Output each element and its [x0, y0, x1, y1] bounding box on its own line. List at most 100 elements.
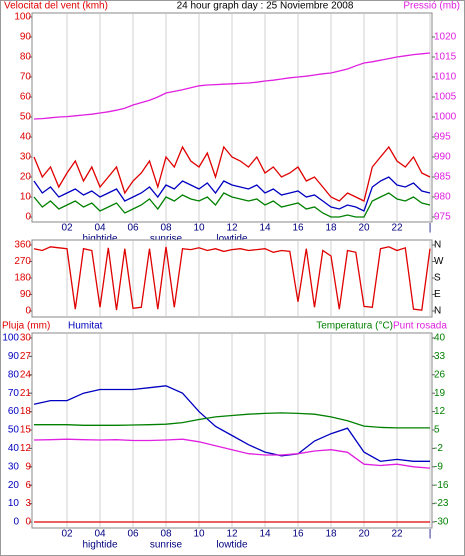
y2-axis-label: Pressió (mb): [403, 1, 460, 12]
x-tick-label: 12: [226, 529, 238, 540]
y-tick-label: 90: [8, 351, 20, 362]
y3-tick-label: 30: [20, 333, 32, 344]
x-tick-label: 10: [193, 529, 205, 540]
annotation: lowtide: [216, 540, 248, 551]
chart-title: 24 hour graph day : 25 Noviembre 2008: [177, 1, 354, 12]
y2-tick-label: -30: [434, 517, 449, 528]
x-tick-label: |: [429, 223, 432, 234]
series-line: [33, 438, 431, 469]
y-tick-label: 360: [14, 240, 31, 251]
x-tick-label: 16: [292, 529, 304, 540]
y3-tick-label: 9: [25, 461, 31, 472]
y2-tick-label: -16: [434, 480, 449, 491]
x-tick-label: 02: [61, 223, 73, 234]
y-tick-label: 100: [2, 333, 19, 344]
y-tick-label: 270: [14, 256, 31, 267]
x-tick-label: 14: [259, 529, 271, 540]
y-tick-label: 30: [8, 461, 20, 472]
y2-tick-label: 1010: [434, 72, 457, 83]
y3-tick-label: 24: [20, 369, 32, 380]
y3-tick-label: 3: [25, 498, 31, 509]
y2-tick-label: W: [434, 256, 444, 267]
series-line: [33, 246, 431, 311]
x-tick-label: 10: [193, 223, 205, 234]
y-tick-label: 10: [8, 498, 20, 509]
y2-tick-label: S: [434, 273, 441, 284]
x-tick-label: 14: [259, 223, 271, 234]
annotation: hightide: [82, 234, 117, 245]
x-tick-label: 08: [160, 223, 172, 234]
y2-tick-label: 26: [434, 369, 446, 380]
y-tick-label: 0: [25, 212, 31, 223]
x-tick-label: 08: [160, 529, 172, 540]
y-tick-label: 90: [20, 289, 32, 300]
y-tick-label: 20: [20, 172, 32, 183]
y2-tick-label: -2: [434, 443, 443, 454]
y-tick-label: 0: [13, 517, 19, 528]
y2-tick-label: 995: [434, 132, 451, 143]
y3-tick-label: 27: [20, 351, 32, 362]
y-tick-label: 40: [20, 132, 32, 143]
x-tick-label: 22: [391, 223, 403, 234]
y-tick-label: 60: [20, 92, 32, 103]
x-tick-label: 04: [94, 529, 106, 540]
y-tick-label: 80: [8, 369, 20, 380]
y-tick-label: 180: [14, 273, 31, 284]
y-tick-label: 0: [25, 306, 31, 317]
y-tick-label: 30: [20, 152, 32, 163]
y2-tick-label: 990: [434, 152, 451, 163]
y-tick-label: 80: [20, 52, 32, 63]
y3-tick-label: 0: [25, 517, 31, 528]
y3-tick-label: 21: [20, 388, 32, 399]
y2-tick-label: E: [434, 289, 441, 300]
annotation: sunrise: [150, 540, 183, 551]
series-line: [33, 145, 431, 202]
y-tick-label: 40: [8, 443, 20, 454]
legend-label: Temperatura (°C): [316, 321, 393, 332]
x-tick-label: 12: [226, 223, 238, 234]
series-line: [33, 385, 430, 462]
y-tick-label: 70: [8, 388, 20, 399]
y-tick-label: 70: [20, 72, 32, 83]
x-tick-label: 20: [358, 529, 370, 540]
y2-tick-label: 985: [434, 172, 451, 183]
x-tick-label: 20: [358, 223, 370, 234]
y-tick-label: 20: [8, 480, 20, 491]
x-tick-label: |: [429, 529, 432, 540]
y-tick-label: 100: [14, 12, 31, 23]
series-line: [34, 412, 430, 429]
series-line: [33, 52, 431, 120]
y2-tick-label: 975: [434, 212, 451, 223]
y2-tick-label: -9: [434, 461, 443, 472]
legend-label: Humitat: [68, 321, 103, 332]
y-tick-label: 10: [20, 192, 32, 203]
annotation: lowtide: [216, 234, 248, 245]
y2-tick-label: 1000: [434, 112, 457, 123]
legend-label: Pluja (mm): [2, 321, 50, 332]
y-tick-label: 50: [8, 425, 20, 436]
x-tick-label: 18: [325, 223, 337, 234]
x-tick-label: 04: [94, 223, 106, 234]
annotation: hightide: [82, 540, 117, 551]
x-tick-label: 06: [127, 529, 139, 540]
y3-tick-label: 12: [20, 443, 32, 454]
x-tick-label: 18: [325, 529, 337, 540]
x-tick-label: 06: [127, 223, 139, 234]
y2-tick-label: 33: [434, 351, 446, 362]
x-tick-label: 02: [61, 529, 73, 540]
y-tick-label: 60: [8, 406, 20, 417]
y3-tick-label: 6: [25, 480, 31, 491]
y2-tick-label: N: [434, 240, 441, 251]
series-line: [33, 192, 431, 218]
y-tick-label: 50: [20, 112, 32, 123]
y2-tick-label: 1015: [434, 52, 457, 63]
y3-tick-label: 18: [20, 406, 32, 417]
y2-tick-label: 980: [434, 192, 451, 203]
annotation: sunrise: [150, 234, 183, 245]
series-line: [33, 176, 431, 212]
y2-tick-label: 40: [434, 333, 446, 344]
y2-tick-label: 1005: [434, 92, 457, 103]
x-tick-label: 22: [391, 529, 403, 540]
y3-tick-label: 15: [20, 425, 32, 436]
